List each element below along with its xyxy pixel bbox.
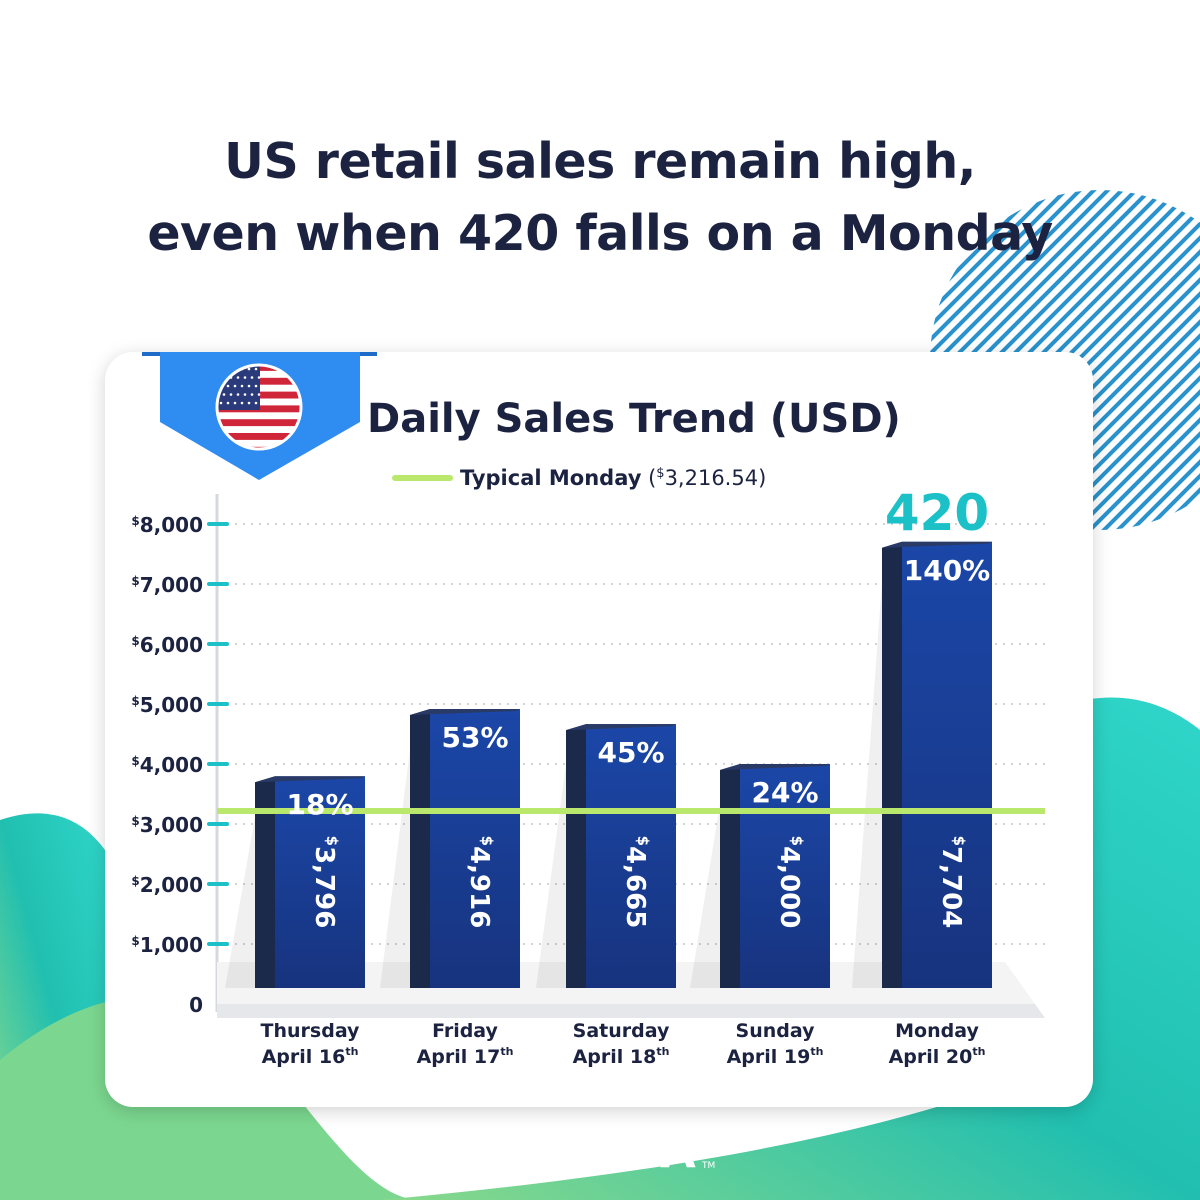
y-tick-label: $3,000 bbox=[131, 813, 203, 837]
flag-ribbon bbox=[142, 352, 377, 480]
bar-value-label: $4,916 bbox=[465, 836, 497, 929]
legend-value-open: ( bbox=[641, 466, 656, 490]
bar-top bbox=[255, 776, 365, 783]
bar-value-label: $3,796 bbox=[310, 836, 342, 929]
cova-molecule-icon bbox=[489, 1132, 532, 1176]
chart-title: Daily Sales Trend (USD) bbox=[367, 396, 901, 442]
x-tick-label-day: Thursday bbox=[261, 1020, 361, 1042]
legend-value: 3,216.54 bbox=[665, 466, 759, 490]
x-tick-label-day: Friday bbox=[432, 1020, 498, 1042]
bar-side bbox=[410, 709, 430, 988]
bar-percent-label: 18% bbox=[286, 788, 353, 821]
bar bbox=[740, 764, 830, 988]
headline: US retail sales remain high, even when 4… bbox=[0, 126, 1200, 270]
bar-value-label: $7,704 bbox=[937, 836, 969, 929]
bar-percent-label: 53% bbox=[441, 721, 508, 754]
highlight-420-label: 420 bbox=[885, 484, 989, 542]
y-tick-label: $8,000 bbox=[131, 513, 203, 537]
svg-text:Typical Monday ($3,216.54): Typical Monday ($3,216.54) bbox=[460, 466, 766, 490]
y-tick-label: 0 bbox=[189, 993, 203, 1017]
x-tick-label-date: April 17th bbox=[417, 1045, 514, 1068]
bar bbox=[902, 541, 992, 988]
bar-value-label: $4,000 bbox=[775, 836, 807, 929]
x-tick-label-date: April 19th bbox=[727, 1045, 824, 1068]
bar-value-label: $4,665 bbox=[621, 836, 653, 929]
bar bbox=[430, 709, 520, 988]
x-tick-label-day: Monday bbox=[895, 1020, 979, 1042]
bar-top bbox=[410, 709, 520, 716]
legend-label: Typical Monday bbox=[460, 466, 642, 490]
logo-trademark: TM bbox=[702, 1161, 716, 1171]
bar-top bbox=[882, 541, 992, 548]
y-tick-label: $4,000 bbox=[131, 753, 203, 777]
bar-percent-label: 45% bbox=[597, 736, 664, 769]
y-tick-label: $6,000 bbox=[131, 633, 203, 657]
bar-side bbox=[882, 541, 902, 988]
x-tick-label-date: April 18th bbox=[573, 1045, 670, 1068]
chart-card: Daily Sales Trend (USD) Typical Monday (… bbox=[105, 352, 1093, 1107]
bar-percent-label: 24% bbox=[751, 776, 818, 809]
headline-line-2: even when 420 falls on a Monday bbox=[147, 205, 1053, 262]
us-flag-icon bbox=[217, 365, 301, 449]
bar-side bbox=[255, 776, 275, 988]
bar-percent-label: 140% bbox=[904, 554, 991, 587]
headline-line-1: US retail sales remain high, bbox=[224, 133, 976, 190]
y-tick-label: $2,000 bbox=[131, 873, 203, 897]
bar bbox=[586, 724, 676, 988]
x-tick-label-date: April 20th bbox=[889, 1045, 986, 1068]
bar-side bbox=[720, 764, 740, 988]
x-tick-label-date: April 16th bbox=[262, 1045, 359, 1068]
bar-top bbox=[720, 764, 830, 770]
legend-value-close: ) bbox=[758, 466, 766, 490]
daily-sales-chart: Daily Sales Trend (USD) Typical Monday (… bbox=[131, 352, 1045, 1068]
y-tick-label: $1,000 bbox=[131, 933, 203, 957]
legend: Typical Monday ($3,216.54) bbox=[392, 466, 766, 490]
y-tick-label: $5,000 bbox=[131, 693, 203, 717]
x-tick-label-day: Saturday bbox=[573, 1020, 670, 1042]
bar-labels: 18% $3,796 53% $4,916 45% $4,665 24% $4,000 140%… bbox=[286, 484, 990, 929]
y-tick-label: $7,000 bbox=[131, 573, 203, 597]
y-axis-ticks: 0 $1,000 $2,000 $3,000 $4,000 $5,000 $6,000 $7,… bbox=[131, 513, 229, 1017]
x-axis-labels: Thursday April 16th Friday April 17th Saturd… bbox=[261, 1020, 986, 1068]
x-tick-label-day: Sunday bbox=[736, 1020, 816, 1042]
logo-wordmark: COVA bbox=[544, 1124, 700, 1178]
bar-top bbox=[566, 724, 676, 731]
legend-currency: $ bbox=[656, 466, 664, 481]
floor-plane bbox=[217, 1004, 1045, 1018]
bar-side bbox=[566, 724, 586, 988]
